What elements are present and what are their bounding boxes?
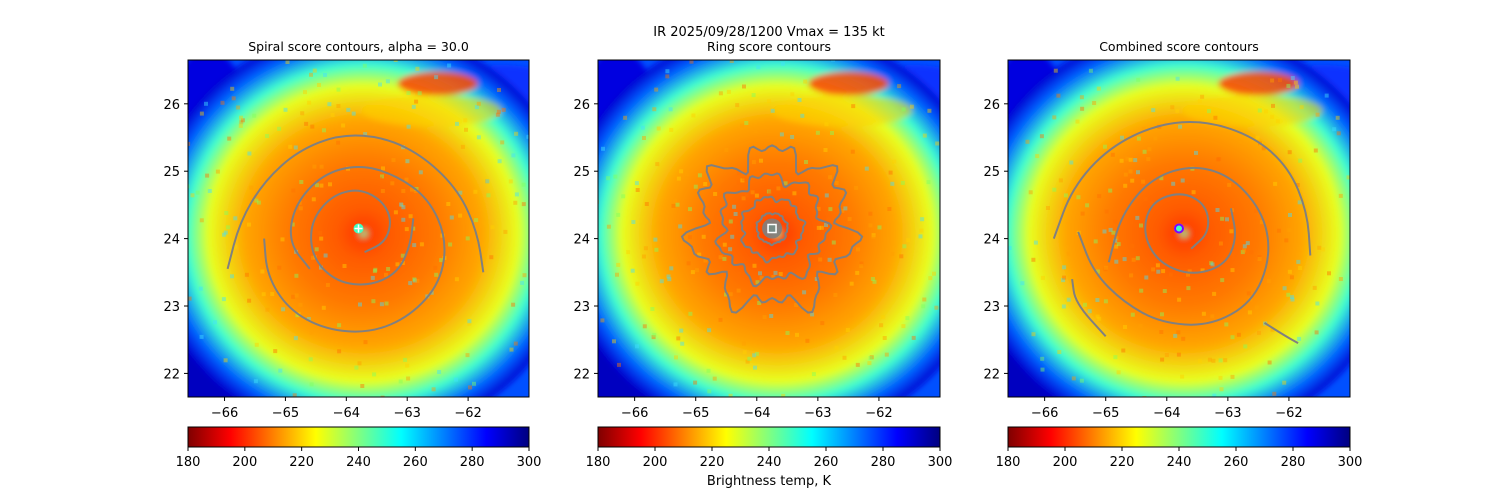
colorbar-tick-label: 180	[996, 455, 1021, 470]
x-tick-label: −66	[1031, 406, 1058, 421]
x-tick-label: −63	[393, 406, 420, 421]
colorbar-tick-label: 180	[586, 455, 611, 470]
contour-middle-spiral	[263, 166, 446, 333]
panel-ring: Ring score contours −66 −65 −64 −63 −62 22 23 24…	[573, 39, 953, 470]
contour-southern-arm	[1071, 278, 1107, 337]
y-tick-label: 24	[983, 233, 1000, 248]
y-tick-label: 25	[573, 165, 590, 180]
colorbar-tick-label: 200	[643, 455, 668, 470]
colorbar: 180 200 220 240 260 280 300	[586, 426, 953, 470]
x-tick-label: −66	[621, 406, 648, 421]
colorbar-ramp	[1007, 426, 1351, 448]
axes-frame	[597, 59, 941, 398]
center-marker	[767, 223, 777, 234]
panel-spiral: Spiral score contours, alpha = 30.0 −66 −6…	[163, 39, 542, 470]
panel-combined: Combined score contours −66 −65 −64 −63 −62 22…	[983, 39, 1363, 470]
contour-middle-ring	[714, 172, 833, 288]
y-tick-label: 26	[573, 98, 590, 113]
colorbar-tick-label: 260	[403, 455, 428, 470]
y-tick-label: 25	[163, 165, 180, 180]
figure-suptitle: IR 2025/09/28/1200 Vmax = 135 kt	[653, 25, 884, 40]
center-marker	[354, 224, 363, 233]
colorbar-tick-label: 300	[517, 455, 542, 470]
colorbar-tick-label: 200	[232, 455, 257, 470]
colorbar-tick-label: 240	[346, 455, 371, 470]
center-marker	[1174, 223, 1184, 234]
x-tick-label: −62	[454, 406, 481, 421]
panel-title: Spiral score contours, alpha = 30.0	[248, 39, 469, 54]
colorbar-tick-label: 240	[757, 455, 782, 470]
colorbar-tick-label: 220	[700, 455, 725, 470]
colorbar-tick-label: 300	[1338, 455, 1363, 470]
contour-inner-spiral	[310, 189, 415, 286]
contour-outer-spiral	[226, 134, 485, 273]
x-tick-label: −66	[211, 406, 238, 421]
contour-southeast-hook	[1263, 322, 1299, 344]
contour-outer-ring	[680, 144, 864, 314]
colorbar-tick-label: 260	[1224, 455, 1249, 470]
x-tick-label: −64	[1153, 406, 1180, 421]
x-tick-label: −62	[1275, 406, 1302, 421]
colorbar-tick-label: 200	[1053, 455, 1078, 470]
colorbar: 180 200 220 240 260 280 300	[176, 426, 542, 470]
y-tick-label: 22	[573, 367, 590, 382]
x-tick-label: −63	[1214, 406, 1241, 421]
y-tick-label: 25	[983, 165, 1000, 180]
storm-cloud-field	[188, 60, 529, 397]
x-tick-label: −64	[743, 406, 770, 421]
colorbar-ramp	[597, 426, 941, 448]
y-tick-label: 23	[573, 300, 590, 315]
colorbar-tick-label: 220	[289, 455, 314, 470]
colorbar-tick-label: 220	[1110, 455, 1135, 470]
colorbar-tick-label: 280	[1281, 455, 1306, 470]
colorbar-label: Brightness temp, K	[707, 474, 832, 489]
y-tick-label: 26	[163, 98, 180, 113]
panel-title: Combined score contours	[1099, 39, 1259, 54]
contour-outer-spiral	[1052, 121, 1312, 256]
contour-middle-spiral	[1077, 166, 1270, 326]
y-tick-label: 24	[573, 233, 590, 248]
y-tick-label: 22	[983, 367, 1000, 382]
x-tick-label: −62	[865, 406, 892, 421]
contour-inner-ring	[740, 195, 807, 264]
contour-core-ring	[755, 212, 789, 247]
y-tick-label: 22	[163, 367, 180, 382]
x-tick-label: −63	[804, 406, 831, 421]
x-tick-label: −65	[272, 406, 299, 421]
colorbar-tick-label: 260	[814, 455, 839, 470]
y-tick-label: 26	[983, 98, 1000, 113]
x-tick-label: −65	[1092, 406, 1119, 421]
axes-frame	[1007, 59, 1351, 398]
colorbar: 180 200 220 240 260 280 300	[996, 426, 1363, 470]
panel-title: Ring score contours	[707, 39, 831, 54]
y-tick-label: 24	[163, 233, 180, 248]
y-tick-label: 23	[983, 300, 1000, 315]
colorbar-ramp	[187, 426, 530, 448]
axes-frame	[187, 59, 530, 398]
colorbar-tick-label: 280	[460, 455, 485, 470]
colorbar-tick-label: 280	[871, 455, 896, 470]
contour-inner-spiral	[1144, 193, 1236, 274]
y-tick-label: 23	[163, 300, 180, 315]
colorbar-tick-label: 180	[176, 455, 201, 470]
colorbar-tick-label: 300	[928, 455, 953, 470]
x-tick-label: −64	[333, 406, 360, 421]
x-tick-label: −65	[682, 406, 709, 421]
colorbar-tick-label: 240	[1167, 455, 1192, 470]
